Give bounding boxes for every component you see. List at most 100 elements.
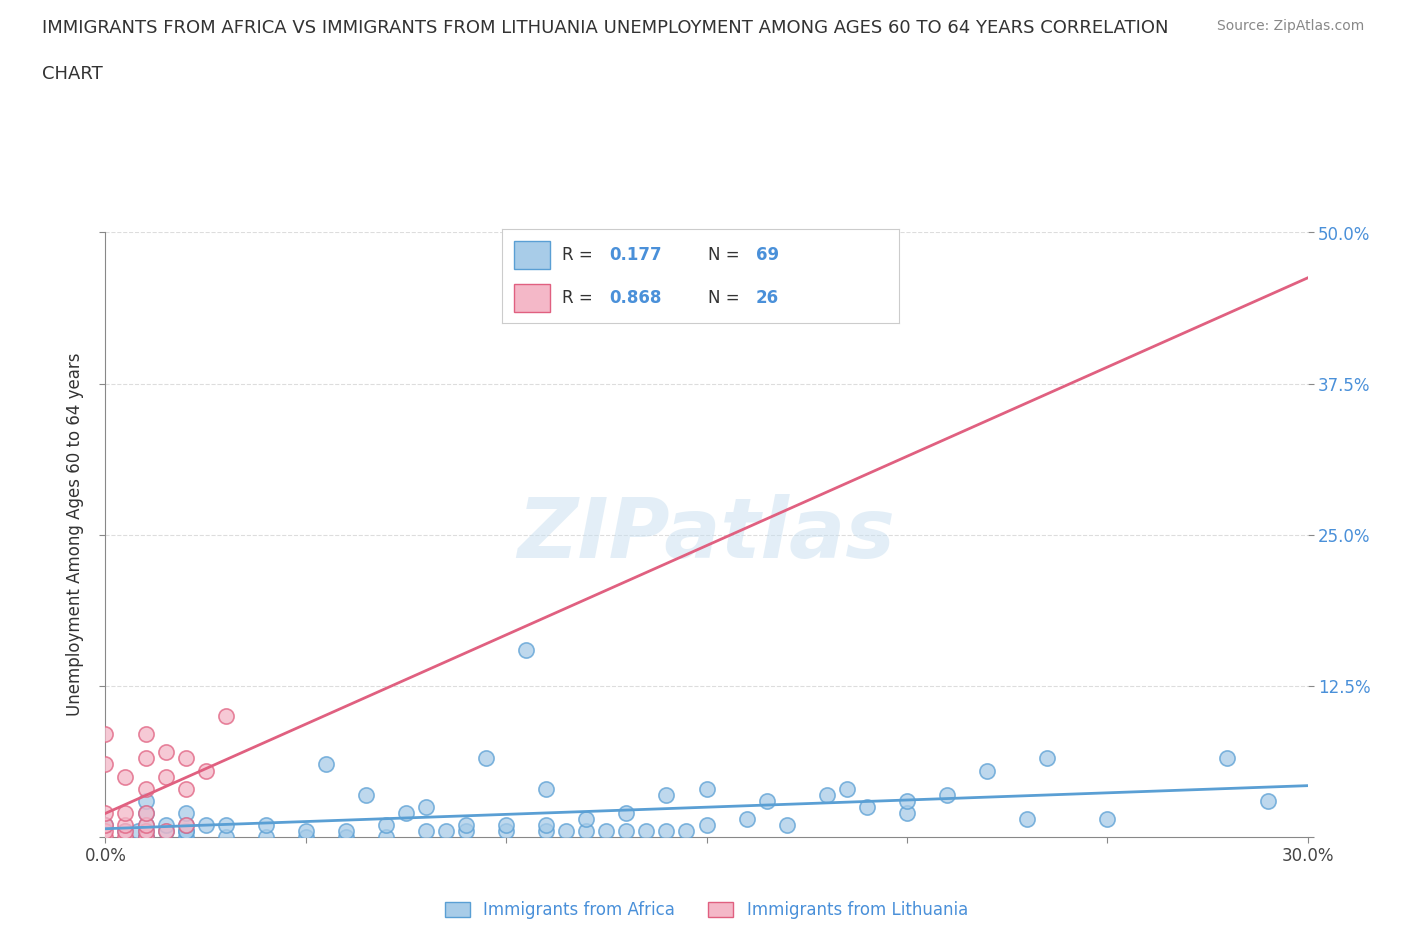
Point [515, 642, 537, 657]
Point [534, 817, 557, 832]
Point [335, 824, 357, 839]
Point [315, 757, 337, 772]
Point [94, 817, 117, 832]
Point [1036, 751, 1059, 766]
Bar [515, 284, 550, 312]
Point [1097, 811, 1119, 827]
Point [454, 824, 477, 839]
Point [214, 817, 236, 832]
Point [254, 817, 277, 832]
Point [616, 824, 638, 839]
Point [174, 805, 197, 820]
Point [254, 830, 277, 844]
Point [655, 824, 678, 839]
Point [1257, 793, 1279, 808]
Text: N =: N = [709, 289, 745, 307]
Text: R =: R = [561, 246, 598, 264]
Point [575, 824, 598, 839]
Point [815, 787, 838, 802]
Point [94, 817, 117, 832]
Point [475, 751, 498, 766]
Point [374, 817, 398, 832]
Point [114, 824, 136, 839]
Point [174, 781, 197, 796]
Point [616, 805, 638, 820]
Point [155, 824, 177, 839]
Point [174, 824, 197, 839]
Point [114, 830, 136, 844]
Point [94, 757, 117, 772]
Point [135, 727, 157, 742]
Point [135, 793, 157, 808]
Point [1017, 811, 1039, 827]
Point [155, 745, 177, 760]
Point [335, 830, 357, 844]
Point [94, 830, 117, 844]
Point [214, 709, 236, 724]
Text: IMMIGRANTS FROM AFRICA VS IMMIGRANTS FROM LITHUANIA UNEMPLOYMENT AMONG AGES 60 T: IMMIGRANTS FROM AFRICA VS IMMIGRANTS FRO… [42, 19, 1168, 36]
Point [575, 811, 598, 827]
Point [495, 824, 517, 839]
Text: 26: 26 [756, 289, 779, 307]
Legend: Immigrants from Africa, Immigrants from Lithuania: Immigrants from Africa, Immigrants from … [444, 901, 969, 920]
Point [636, 824, 658, 839]
Text: Source: ZipAtlas.com: Source: ZipAtlas.com [1216, 19, 1364, 33]
Text: 0.868: 0.868 [609, 289, 662, 307]
Point [155, 817, 177, 832]
Point [135, 751, 157, 766]
Point [174, 824, 197, 839]
Point [896, 793, 918, 808]
Point [135, 817, 157, 832]
Point [135, 805, 157, 820]
Point [155, 824, 177, 839]
Point [696, 781, 718, 796]
Point [896, 805, 918, 820]
Point [595, 824, 617, 839]
Point [194, 763, 217, 777]
Point [735, 811, 758, 827]
Point [434, 824, 457, 839]
Point [454, 817, 477, 832]
Point [214, 830, 236, 844]
Point [135, 817, 157, 832]
Point [295, 830, 318, 844]
Point [534, 781, 557, 796]
Bar [515, 241, 550, 269]
Point [135, 830, 157, 844]
Point [174, 751, 197, 766]
Point [135, 824, 157, 839]
Point [835, 781, 858, 796]
Point [135, 830, 157, 844]
Point [395, 805, 418, 820]
Text: CHART: CHART [42, 65, 103, 83]
Point [495, 817, 517, 832]
Text: ZIPatlas: ZIPatlas [517, 494, 896, 576]
Point [174, 817, 197, 832]
Point [114, 805, 136, 820]
Point [675, 824, 697, 839]
Point [555, 824, 578, 839]
Text: R =: R = [561, 289, 598, 307]
Point [135, 781, 157, 796]
Point [155, 769, 177, 784]
Point [655, 787, 678, 802]
Point [114, 817, 136, 832]
Text: 69: 69 [756, 246, 779, 264]
Point [114, 769, 136, 784]
Point [415, 824, 437, 839]
Point [94, 824, 117, 839]
Point [135, 824, 157, 839]
Point [776, 817, 799, 832]
Point [94, 727, 117, 742]
Point [696, 817, 718, 832]
Text: N =: N = [709, 246, 745, 264]
Point [534, 824, 557, 839]
Point [755, 793, 778, 808]
Point [295, 824, 318, 839]
Point [855, 800, 877, 815]
Point [135, 830, 157, 844]
Point [976, 763, 998, 777]
Y-axis label: Unemployment Among Ages 60 to 64 years: Unemployment Among Ages 60 to 64 years [66, 353, 84, 716]
Point [127, 824, 149, 839]
Point [174, 830, 197, 844]
